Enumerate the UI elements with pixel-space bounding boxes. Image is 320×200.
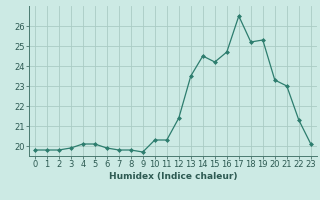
X-axis label: Humidex (Indice chaleur): Humidex (Indice chaleur) xyxy=(108,172,237,181)
